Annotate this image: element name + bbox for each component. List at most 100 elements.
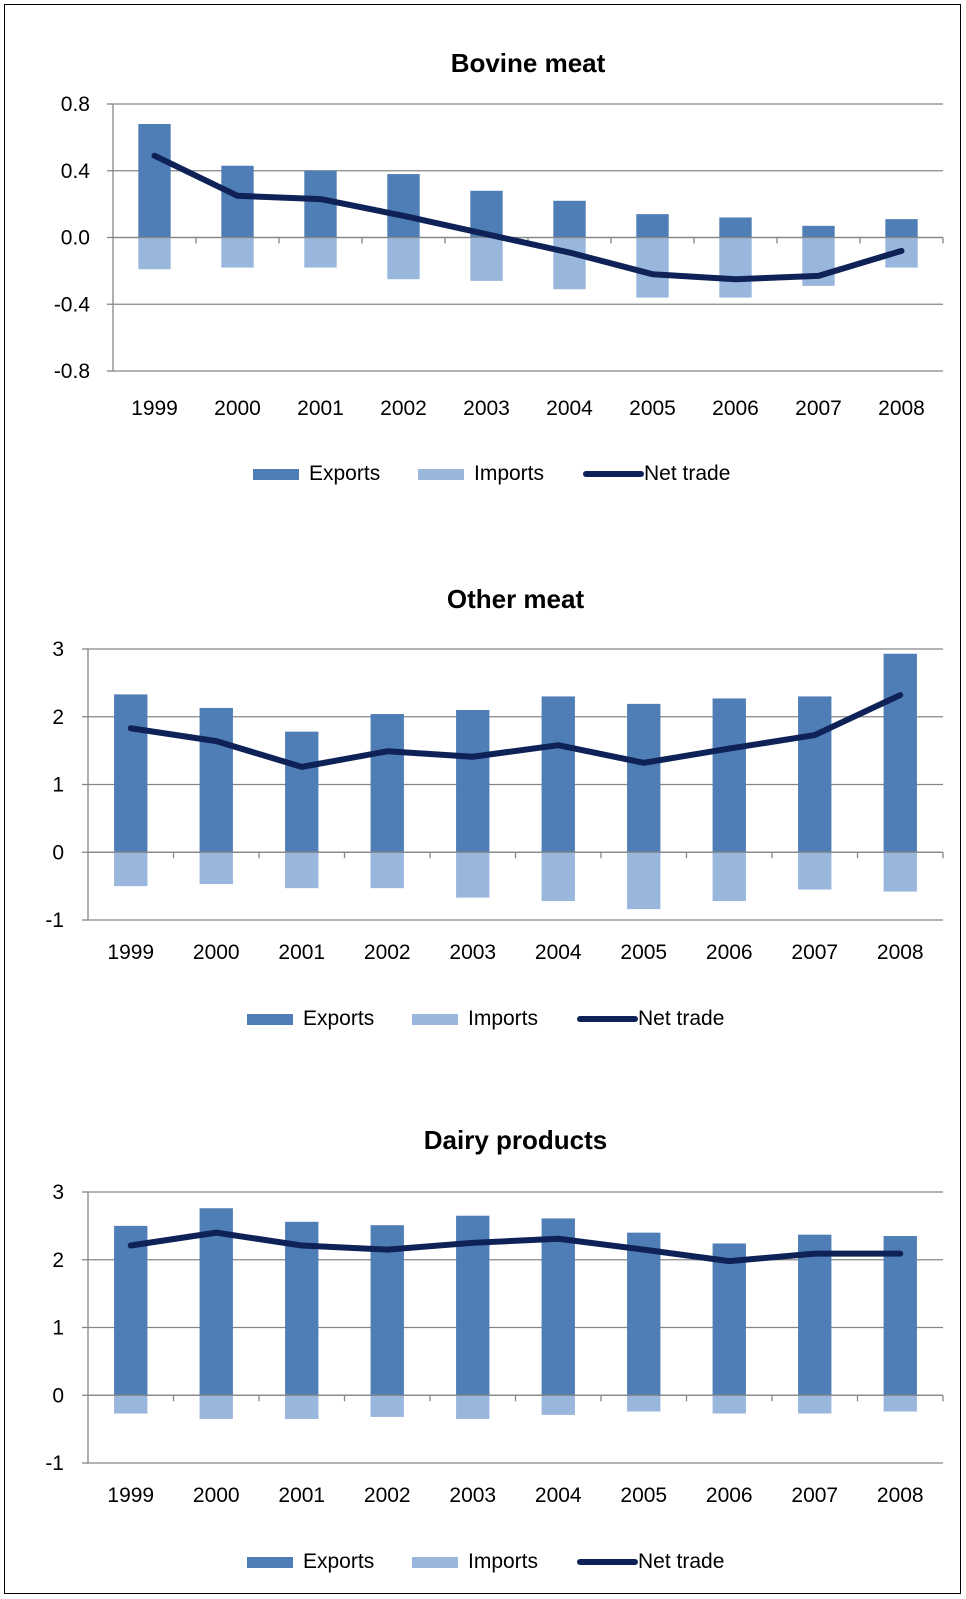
- legend-imports-label: Imports: [468, 1007, 538, 1030]
- legend-net-label: Net trade: [638, 1007, 724, 1030]
- exports-bar: [883, 1236, 917, 1396]
- x-tick-label: 2001: [297, 397, 344, 420]
- x-tick-label: 2006: [712, 397, 759, 420]
- legend: Exports Imports Net trade: [247, 1007, 724, 1030]
- x-tick-label: 2006: [706, 1484, 753, 1507]
- imports-bar: [114, 1395, 148, 1414]
- exports-bar: [221, 165, 254, 238]
- exports-bar: [627, 703, 661, 853]
- exports-bar: [553, 200, 586, 238]
- legend-exports-swatch: [253, 469, 299, 480]
- legend-imports-label: Imports: [474, 462, 544, 485]
- exports-bar: [712, 1243, 746, 1396]
- legend-net-label: Net trade: [644, 462, 730, 485]
- imports-bar: [636, 237, 669, 298]
- imports-bar: [553, 237, 586, 290]
- imports-bar: [114, 852, 148, 887]
- x-tick-label: 2003: [449, 1484, 496, 1507]
- imports-bar: [304, 237, 337, 268]
- x-tick-label: 2000: [214, 397, 261, 420]
- legend-exports-label: Exports: [303, 1550, 374, 1573]
- exports-bar: [199, 707, 233, 853]
- y-tick-label: 1: [52, 1317, 64, 1340]
- exports-bar: [712, 698, 746, 853]
- y-tick-label: 3: [52, 1181, 64, 1204]
- chart-3: Dairy products 3 2 1 0 -1 1999 2000 2001 2002 2003…: [45, 1125, 944, 1573]
- net-trade-line: [151, 152, 905, 283]
- x-tick-label: 2008: [878, 397, 925, 420]
- chart-title: Dairy products: [424, 1125, 608, 1155]
- exports-bar: [719, 217, 752, 238]
- imports-bar: [712, 852, 746, 902]
- y-tick-label: -0.4: [54, 293, 91, 316]
- imports-bar: [470, 237, 503, 281]
- exports-bar: [138, 124, 171, 238]
- x-tick-label: 2003: [449, 941, 496, 964]
- chart-2: Other meat 3 2 1 0 -1 1999 2000 2001 2002 2003 2004…: [45, 584, 944, 1030]
- exports-bar: [387, 174, 420, 238]
- x-tick-label: 2000: [193, 941, 240, 964]
- exports-bar: [285, 1221, 319, 1396]
- legend-imports-label: Imports: [468, 1550, 538, 1573]
- imports-bar: [883, 1395, 917, 1412]
- exports-bar: [541, 696, 575, 853]
- legend-imports-swatch: [418, 469, 464, 480]
- x-tick-label: 2004: [546, 397, 593, 420]
- exports-bar: [798, 1234, 832, 1396]
- x-tick-label: 2001: [278, 1484, 325, 1507]
- y-tick-label: 0: [52, 841, 64, 864]
- x-tick-label: 2005: [620, 941, 667, 964]
- exports-bar: [636, 214, 669, 238]
- legend-exports-label: Exports: [309, 462, 380, 485]
- legend: Exports Imports Net trade: [247, 1550, 724, 1573]
- y-tick-label: 2: [52, 1249, 64, 1272]
- x-tick-label: 2001: [278, 941, 325, 964]
- legend-exports-label: Exports: [303, 1007, 374, 1030]
- exports-bar: [627, 1232, 661, 1396]
- chart-title: Bovine meat: [451, 48, 606, 78]
- y-tick-label: 3: [52, 638, 64, 661]
- imports-bar: [712, 1395, 746, 1414]
- imports-bar: [285, 852, 319, 889]
- x-tick-label: 2006: [706, 941, 753, 964]
- imports-bar: [370, 1395, 404, 1417]
- x-tick-label: 1999: [107, 1484, 154, 1507]
- exports-bar: [370, 1225, 404, 1396]
- imports-bar: [798, 852, 832, 890]
- net-trade-line: [127, 1229, 904, 1265]
- imports-bar: [199, 1395, 233, 1419]
- imports-bar: [798, 1395, 832, 1414]
- imports-bar: [221, 237, 254, 268]
- imports-bar: [541, 852, 575, 902]
- imports-bar: [138, 237, 171, 270]
- imports-bar: [370, 852, 404, 889]
- x-tick-label: 2007: [791, 1484, 838, 1507]
- exports-bar: [802, 225, 835, 238]
- y-tick-label: -1: [45, 1452, 64, 1475]
- exports-bar: [114, 1225, 148, 1396]
- net-trade-line: [127, 692, 904, 770]
- legend-imports-swatch: [412, 1557, 458, 1568]
- x-tick-label: 2005: [620, 1484, 667, 1507]
- legend-imports-swatch: [412, 1014, 458, 1025]
- x-tick-label: 1999: [107, 941, 154, 964]
- x-tick-label: 2004: [535, 941, 582, 964]
- y-tick-label: 0.8: [61, 93, 90, 116]
- x-tick-label: 2005: [629, 397, 676, 420]
- x-tick-label: 1999: [131, 397, 178, 420]
- imports-bar: [456, 852, 490, 898]
- x-tick-label: 2008: [877, 941, 924, 964]
- legend-exports-swatch: [247, 1014, 293, 1025]
- chart-title: Other meat: [447, 584, 585, 614]
- exports-bar: [285, 731, 319, 853]
- imports-bar: [285, 1395, 319, 1419]
- x-tick-label: 2000: [193, 1484, 240, 1507]
- x-tick-label: 2007: [791, 941, 838, 964]
- y-tick-label: 2: [52, 706, 64, 729]
- x-tick-label: 2002: [380, 397, 427, 420]
- x-tick-label: 2002: [364, 1484, 411, 1507]
- x-tick-label: 2002: [364, 941, 411, 964]
- y-tick-label: -1: [45, 909, 64, 932]
- x-tick-label: 2008: [877, 1484, 924, 1507]
